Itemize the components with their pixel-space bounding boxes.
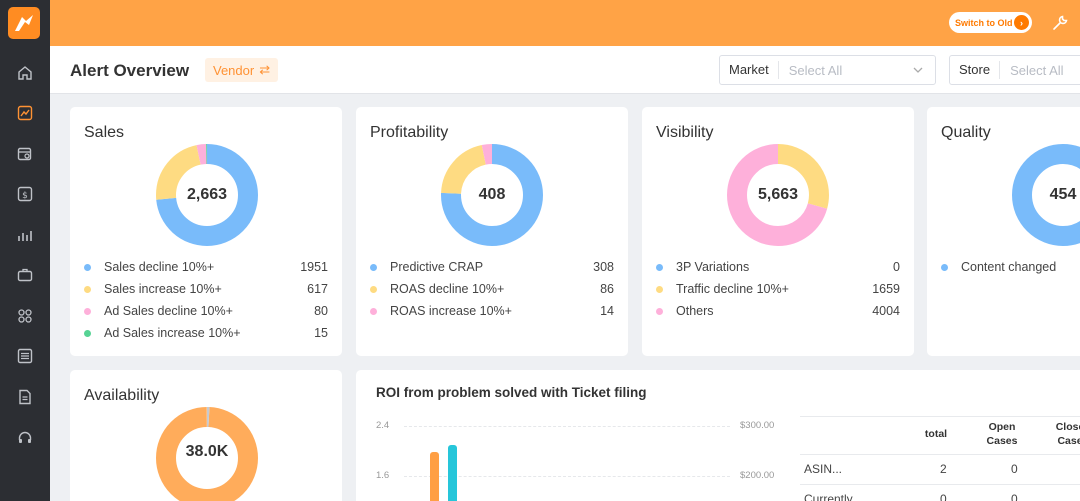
market-select[interactable]: Market Select All — [719, 55, 936, 85]
home-icon[interactable] — [15, 63, 35, 83]
store-placeholder: Select All — [1010, 62, 1064, 78]
table-cell-open: 0 — [1011, 492, 1018, 501]
th-total[interactable]: total — [924, 428, 948, 440]
document-icon[interactable] — [15, 387, 35, 407]
store-select[interactable]: Store Select All — [949, 55, 1080, 85]
sidebar: $ — [0, 0, 50, 501]
swap-icon: ⇄ — [259, 62, 271, 77]
logo-icon — [15, 15, 33, 31]
legend-item[interactable]: Traffic decline 10%+ 1659 — [656, 281, 900, 297]
app-logo[interactable] — [8, 7, 40, 39]
chevron-down-icon — [913, 67, 923, 73]
table-cell-name[interactable]: ASIN... — [804, 462, 843, 476]
profitability-title: Profitability — [370, 124, 449, 141]
page-header: Alert Overview Vendor ⇄ Market Select Al… — [50, 46, 1080, 94]
availability-total: 38.0K — [185, 443, 229, 460]
y-left-tick: 1.6 — [376, 470, 390, 481]
y-right-tick: $300.00 — [740, 420, 775, 431]
vendor-label: Vendor — [213, 62, 255, 78]
th-open-cases[interactable]: Open Cases — [986, 421, 1018, 447]
legend-item[interactable]: Predictive CRAP 308 — [370, 259, 614, 275]
th-closed-cases[interactable]: CloseCase — [1055, 421, 1080, 447]
roi-bar-cyan[interactable] — [448, 445, 457, 501]
visibility-total: 5,663 — [757, 186, 799, 203]
legend-item[interactable]: Others 4004 — [656, 303, 900, 319]
legend-item[interactable]: Sales increase 10%+ 617 — [84, 281, 328, 297]
legend-item[interactable]: Ad Sales decline 10%+ 80 — [84, 303, 328, 319]
sales-total: 2,663 — [186, 186, 228, 203]
availability-title: Availability — [84, 387, 160, 404]
legend-item[interactable]: ROAS increase 10%+ 14 — [370, 303, 614, 319]
market-label: Market — [720, 61, 779, 79]
quality-total: 454 — [1049, 186, 1077, 203]
topbar: Switch to Old › — [50, 0, 1080, 46]
legend-item[interactable]: Ad Sales increase 10%+ 15 — [84, 325, 328, 341]
switch-to-old-button[interactable]: Switch to Old › — [949, 12, 1032, 33]
profitability-card: Profitability 408 Predictive CRAP 308 ROA… — [356, 107, 628, 356]
quality-donut[interactable] — [1012, 144, 1080, 246]
visibility-card: Visibility 5,663 3P Variations 0 Traffic … — [642, 107, 914, 356]
sales-donut[interactable] — [156, 144, 258, 246]
trend-icon[interactable] — [15, 103, 35, 123]
gridline — [404, 476, 730, 477]
table-cell-open: 0 — [1011, 462, 1018, 476]
table-cell-total: 0 — [940, 492, 947, 501]
quality-title: Quality — [941, 124, 991, 141]
gridline — [404, 426, 730, 427]
row-divider — [800, 454, 1080, 455]
availability-card: Availability 38.0K — [70, 370, 342, 501]
profitability-total: 408 — [478, 186, 506, 203]
briefcase-icon[interactable] — [15, 265, 35, 285]
headset-icon[interactable] — [15, 428, 35, 448]
wrench-icon[interactable] — [1051, 14, 1069, 32]
command-icon[interactable] — [15, 306, 35, 326]
calendar-search-icon[interactable] — [15, 144, 35, 164]
dollar-icon[interactable]: $ — [15, 184, 35, 204]
table-top-border — [800, 416, 1080, 417]
row-divider — [800, 484, 1080, 485]
page-title: Alert Overview — [70, 61, 190, 80]
table-cell-total: 2 — [940, 462, 947, 476]
store-label: Store — [950, 61, 1001, 79]
sales-title: Sales — [84, 124, 125, 141]
y-left-tick: 2.4 — [376, 420, 390, 431]
sales-card: Sales 2,663 Sales decline 10%+ 1951 Sales… — [70, 107, 342, 356]
market-placeholder: Select All — [788, 62, 843, 78]
visibility-donut[interactable] — [727, 144, 829, 246]
quality-card: Quality 454 Content changed — [927, 107, 1080, 356]
y-right-tick: $200.00 — [740, 470, 775, 481]
availability-donut[interactable] — [156, 407, 258, 501]
list-icon[interactable] — [15, 346, 35, 366]
legend-item[interactable]: ROAS decline 10%+ 86 — [370, 281, 614, 297]
legend-item[interactable]: Content changed — [941, 259, 1071, 275]
chevron-right-icon: › — [1014, 15, 1029, 30]
roi-title: ROI from problem solved with Ticket fili… — [376, 385, 647, 400]
roi-bar-orange[interactable] — [430, 452, 439, 501]
legend-item[interactable]: Sales decline 10%+ 1951 — [84, 259, 328, 275]
legend-item[interactable]: 3P Variations 0 — [656, 259, 900, 275]
svg-text:$: $ — [22, 191, 28, 201]
profitability-donut[interactable] — [441, 144, 543, 246]
roi-card: ROI from problem solved with Ticket fili… — [356, 370, 1080, 501]
table-cell-name[interactable]: Currently... — [804, 492, 862, 501]
visibility-title: Visibility — [656, 124, 714, 141]
analytics-icon[interactable] — [15, 225, 35, 245]
vendor-toggle[interactable]: Vendor ⇄ — [205, 58, 279, 82]
switch-to-old-label: Switch to Old — [955, 17, 1013, 28]
